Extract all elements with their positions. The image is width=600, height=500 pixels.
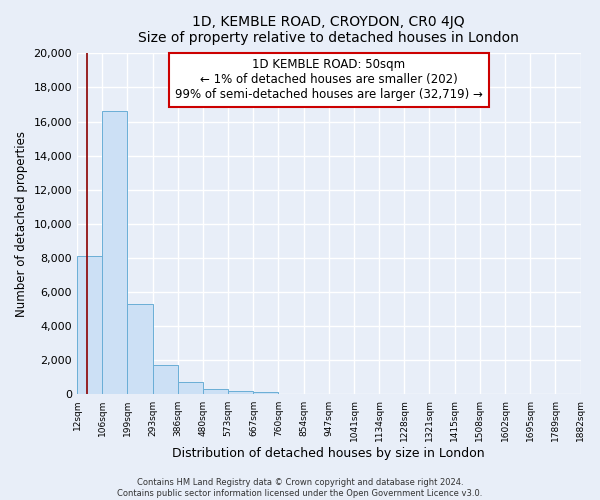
Bar xyxy=(228,391,253,394)
Bar xyxy=(77,256,103,394)
Bar xyxy=(178,382,203,394)
Bar xyxy=(203,390,228,394)
Text: Contains HM Land Registry data © Crown copyright and database right 2024.
Contai: Contains HM Land Registry data © Crown c… xyxy=(118,478,482,498)
Text: 1D KEMBLE ROAD: 50sqm
← 1% of detached houses are smaller (202)
99% of semi-deta: 1D KEMBLE ROAD: 50sqm ← 1% of detached h… xyxy=(175,58,483,102)
Bar xyxy=(127,304,152,394)
Bar xyxy=(152,364,178,394)
Bar xyxy=(103,112,127,395)
X-axis label: Distribution of detached houses by size in London: Distribution of detached houses by size … xyxy=(172,447,485,460)
Title: 1D, KEMBLE ROAD, CROYDON, CR0 4JQ
Size of property relative to detached houses i: 1D, KEMBLE ROAD, CROYDON, CR0 4JQ Size o… xyxy=(139,15,519,45)
Bar xyxy=(253,392,278,394)
Y-axis label: Number of detached properties: Number of detached properties xyxy=(15,131,28,317)
